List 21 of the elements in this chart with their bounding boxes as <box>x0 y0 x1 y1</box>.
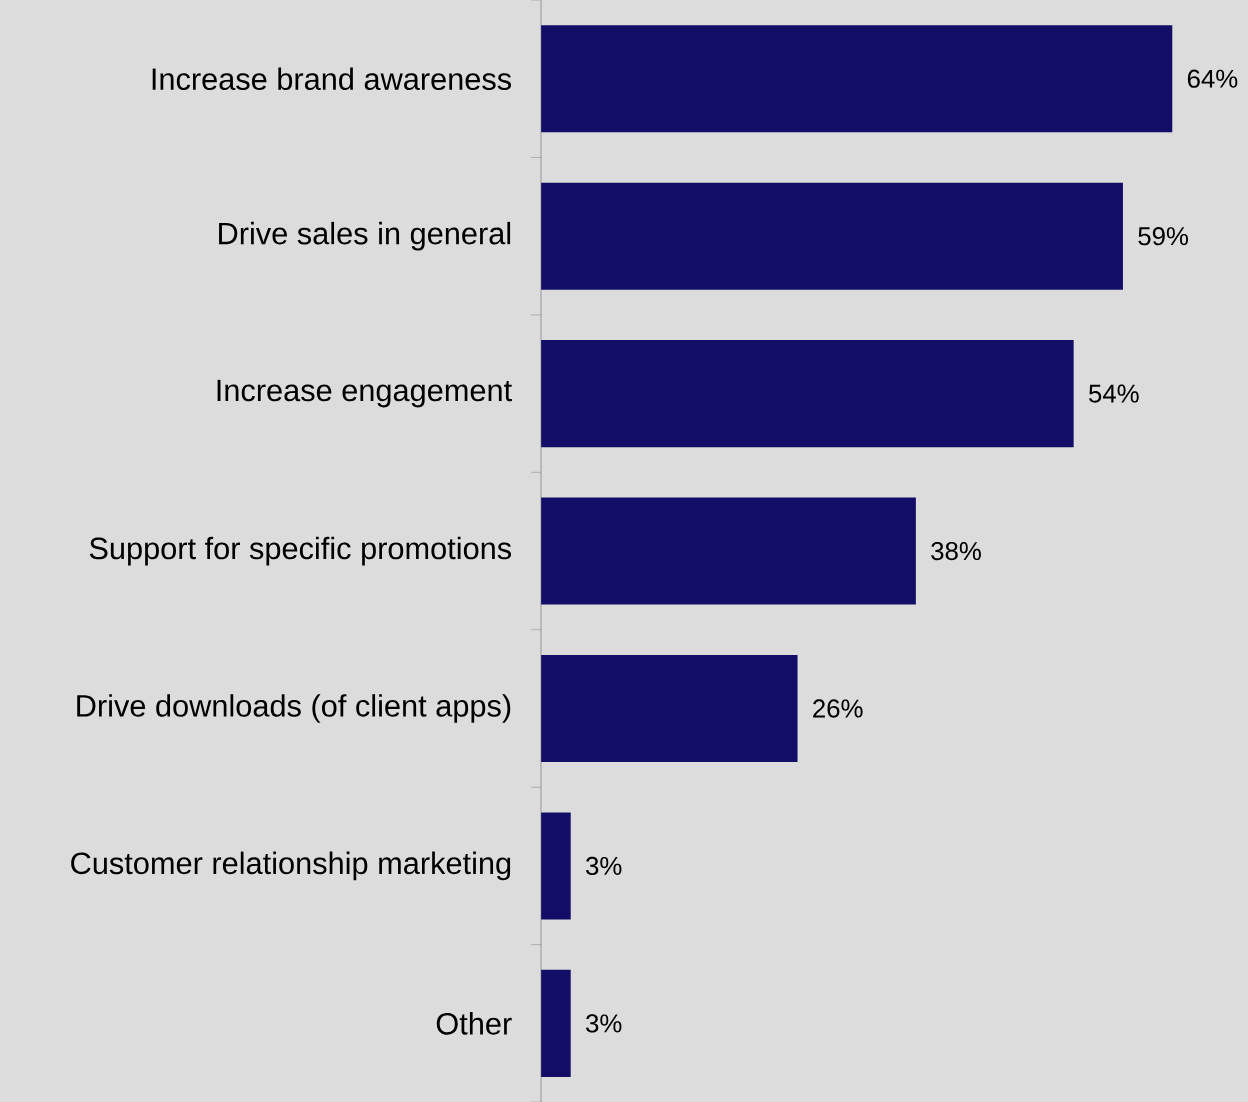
bar <box>541 812 571 920</box>
y-tick-label: Increase engagement <box>217 379 512 408</box>
bar <box>541 182 1123 290</box>
bar <box>541 25 1173 133</box>
y-tick-label: Drive sales in general <box>219 221 511 251</box>
data-label: 54% <box>1089 384 1139 403</box>
bar <box>541 969 571 1077</box>
bar <box>541 340 1074 448</box>
data-label: 3% <box>586 856 622 876</box>
y-tick-label: Support for specific promotions <box>89 536 512 566</box>
data-label: 64% <box>1187 69 1238 88</box>
y-tick-label: Increase brand awareness <box>152 67 512 90</box>
data-label: 3% <box>586 1014 622 1033</box>
data-label: 38% <box>931 541 981 561</box>
y-tick-label: Customer relationship marketing <box>71 851 511 881</box>
bar <box>541 497 916 605</box>
bar <box>541 654 798 762</box>
data-label: 26% <box>813 699 863 718</box>
y-tick-label: Drive downloads (of client apps) <box>77 694 511 723</box>
y-tick-label: Other <box>436 1012 512 1035</box>
data-label: 59% <box>1138 226 1188 246</box>
